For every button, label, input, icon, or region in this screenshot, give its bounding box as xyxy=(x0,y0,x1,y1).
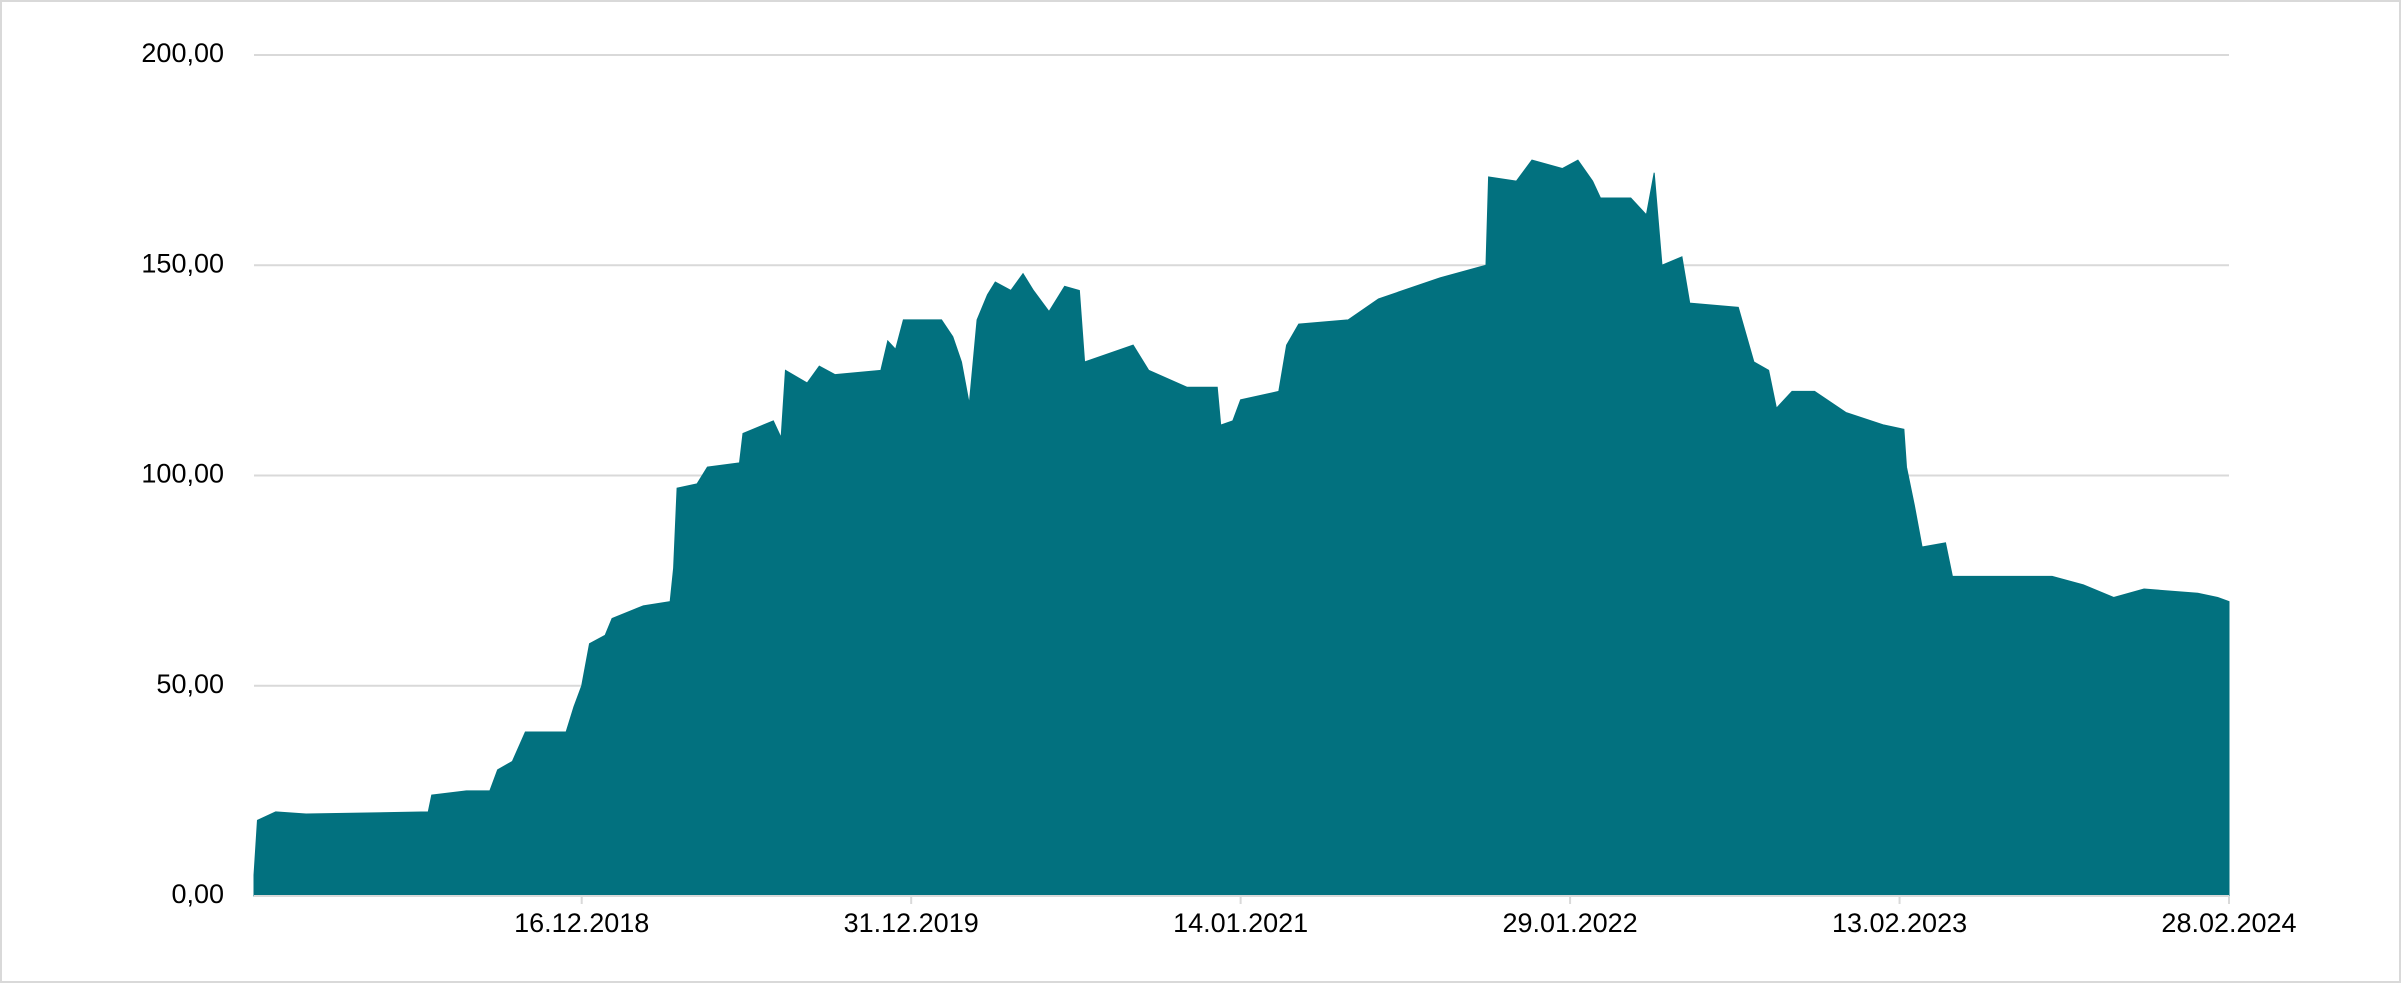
y-tick-label: 200,00 xyxy=(141,38,224,68)
area xyxy=(253,159,2230,897)
x-tick-label: 13.02.2023 xyxy=(1832,908,1967,938)
x-tick-label: 31.12.2019 xyxy=(844,908,979,938)
x-tick-label: 28.02.2024 xyxy=(2161,908,2296,938)
y-tick-label: 0,00 xyxy=(171,879,224,909)
y-tick-label: 100,00 xyxy=(141,459,224,489)
x-tick-label: 16.12.2018 xyxy=(514,908,649,938)
x-tick-label: 29.01.2022 xyxy=(1503,908,1638,938)
y-tick-label: 150,00 xyxy=(141,248,224,278)
y-tick-label: 50,00 xyxy=(156,669,224,699)
x-tick-label: 14.01.2021 xyxy=(1173,908,1308,938)
